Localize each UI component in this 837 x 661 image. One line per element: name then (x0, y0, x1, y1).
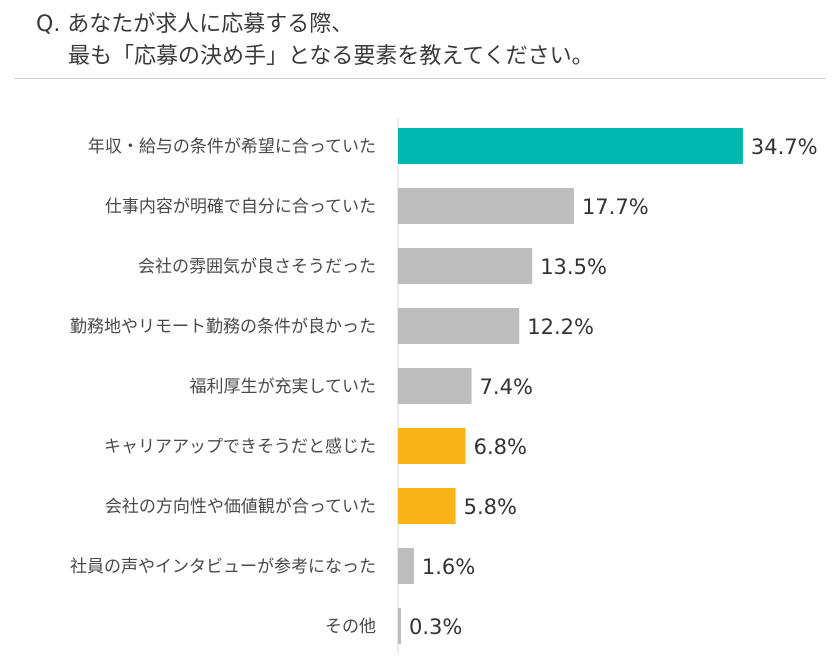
category-label: 勤務地やリモート勤務の条件が良かった (70, 317, 376, 337)
category-label: その他 (325, 617, 376, 637)
question-title-line1: Q. あなたが求人に応募する際、 (36, 12, 354, 37)
value-label: 12.2% (527, 315, 594, 339)
value-label: 7.4% (480, 375, 533, 399)
value-label: 5.8% (464, 495, 517, 519)
value-label: 34.7% (751, 135, 818, 159)
category-label: 社員の声やインタビューが参考になった (70, 557, 376, 577)
category-label: 福利厚生が充実していた (190, 377, 377, 397)
bar (398, 308, 520, 344)
bar (398, 368, 472, 404)
value-label: 1.6% (422, 555, 475, 579)
value-label: 13.5% (540, 255, 607, 279)
bar (398, 248, 533, 284)
category-label: 会社の方向性や価値観が合っていた (105, 497, 376, 517)
value-label: 6.8% (474, 435, 527, 459)
category-label: キャリアアップできそうだと感じた (104, 437, 376, 457)
header-divider (14, 78, 826, 79)
question-title-line2: 最も「応募の決め手」となる要素を教えてください。 (68, 44, 594, 69)
bar (398, 608, 401, 644)
bar (398, 548, 414, 584)
category-label: 年収・給与の条件が希望に合っていた (88, 137, 376, 157)
value-label: 17.7% (582, 195, 649, 219)
bar (398, 488, 456, 524)
bar (398, 188, 574, 224)
bar (398, 428, 466, 464)
category-label: 会社の雰囲気が良さそうだった (138, 257, 376, 277)
value-label: 0.3% (409, 615, 462, 639)
bar (398, 128, 743, 164)
question-header: Q. あなたが求人に応募する際、 最も「応募の決め手」となる要素を教えてください… (0, 0, 837, 80)
category-label: 仕事内容が明確で自分に合っていた (105, 197, 376, 217)
